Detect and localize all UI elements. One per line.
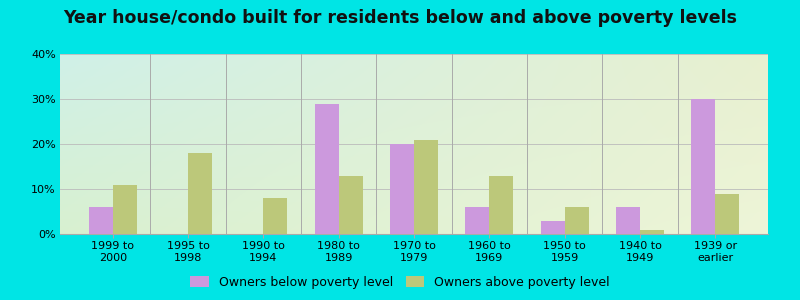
- Bar: [314, 103, 338, 234]
- Bar: [263, 198, 287, 234]
- Bar: [541, 220, 565, 234]
- Legend: Owners below poverty level, Owners above poverty level: Owners below poverty level, Owners above…: [185, 271, 615, 294]
- Bar: [640, 230, 664, 234]
- Bar: [691, 99, 715, 234]
- Bar: [390, 144, 414, 234]
- Bar: [565, 207, 589, 234]
- Bar: [414, 140, 438, 234]
- Bar: [188, 153, 212, 234]
- Bar: [338, 176, 362, 234]
- Bar: [490, 176, 514, 234]
- Bar: [715, 194, 739, 234]
- Bar: [616, 207, 640, 234]
- Bar: [113, 184, 137, 234]
- Text: Year house/condo built for residents below and above poverty levels: Year house/condo built for residents bel…: [63, 9, 737, 27]
- Bar: [89, 207, 113, 234]
- Bar: [466, 207, 490, 234]
